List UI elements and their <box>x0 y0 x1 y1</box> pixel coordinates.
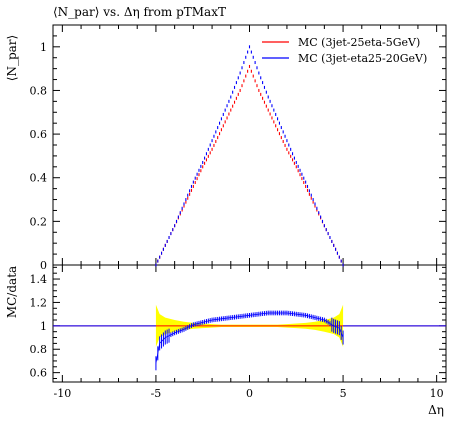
ratio-y-tick-label: 1 <box>40 320 47 333</box>
ratio-panel-frame <box>52 264 447 383</box>
ratio-y-tick-label: 1.4 <box>30 273 48 286</box>
legend-entry-series-1: MC (3jet-25eta-5GeV) <box>298 36 420 49</box>
x-tick-label: -10 <box>53 387 71 400</box>
y-tick-label: 0.4 <box>30 172 48 185</box>
series-1 <box>155 64 344 267</box>
ratio-y-tick-label: 1.2 <box>30 296 48 309</box>
chart-title: ⟨N_par⟩ vs. Δη from pTMaxT <box>53 5 226 19</box>
y-tick-label: 1 <box>40 41 47 54</box>
ratio-series-2 <box>155 310 344 371</box>
series-layer <box>53 45 446 371</box>
ratio-y-axis-label: MC/data <box>5 266 19 318</box>
ratio-series-2-line <box>155 312 344 364</box>
series-2 <box>155 45 344 267</box>
y-tick-label: 0.8 <box>30 84 48 97</box>
x-axis-label: Δη <box>428 403 444 417</box>
ratio-y-tick-label: 0.6 <box>30 367 48 380</box>
legend: MC (3jet-25eta-5GeV) MC (3jet-eta25-20Ge… <box>262 36 427 65</box>
x-tick-label: 5 <box>340 387 347 400</box>
x-tick-label: 10 <box>430 387 444 400</box>
ratio-y-tick-label: 0.8 <box>30 343 48 356</box>
tick-labels: -10 -5 0 5 10 0 0.2 0.4 0.6 0.8 1 0.6 0.8 1 1.2 1.4 <box>30 41 444 400</box>
legend-entry-series-2: MC (3jet-eta25-20GeV) <box>298 52 427 65</box>
y-tick-label: 0.2 <box>30 215 48 228</box>
y-tick-label: 0 <box>40 259 47 272</box>
axes <box>52 24 447 383</box>
y-axis-label: ⟨N_par⟩ <box>5 35 19 81</box>
x-tick-label: -5 <box>151 387 162 400</box>
x-tick-label: 0 <box>246 387 253 400</box>
y-tick-label: 0.6 <box>30 128 48 141</box>
